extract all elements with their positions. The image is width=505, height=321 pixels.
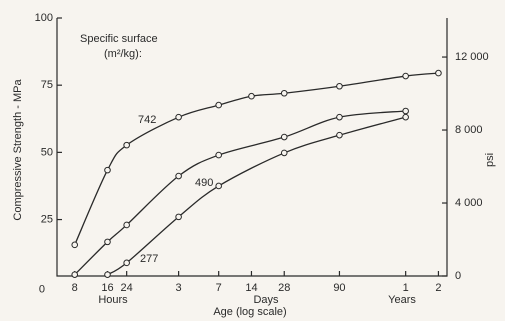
x-tick-label: 90	[333, 282, 345, 294]
y2-axis-label: psi	[484, 153, 496, 167]
x-group-label: Hours	[98, 294, 128, 306]
x-group-label: Years	[388, 294, 416, 306]
data-point	[104, 166, 111, 174]
data-point	[280, 149, 288, 157]
data-point	[336, 82, 343, 90]
series-label: 742	[138, 114, 156, 126]
data-point	[435, 69, 442, 77]
data-point	[248, 92, 255, 100]
y-tick-label: 75	[41, 79, 53, 91]
series-line	[107, 116, 406, 276]
y-axis-label: Compressive Strength - MPa	[12, 79, 24, 221]
data-point	[280, 133, 288, 141]
data-point	[71, 241, 79, 249]
x-tick-label: 8	[72, 282, 78, 294]
y2-tick-label: 4 000	[455, 197, 483, 209]
series-line	[74, 110, 406, 276]
x-tick-label: 7	[216, 282, 222, 294]
x-tick-label: 14	[245, 282, 257, 294]
data-point	[402, 107, 409, 115]
data-point	[175, 213, 182, 221]
x-axis-label: Age (log scale)	[213, 306, 286, 318]
data-point	[215, 101, 222, 109]
y-tick-label: 50	[41, 146, 53, 158]
x-tick-label: 24	[121, 282, 133, 294]
y-tick-label: 0	[39, 284, 45, 296]
data-point	[175, 113, 182, 121]
x-tick-label: 28	[278, 282, 290, 294]
annotation: Specific surface	[80, 33, 158, 45]
data-point	[336, 113, 343, 121]
data-point	[104, 271, 111, 278]
data-point	[215, 151, 222, 159]
x-tick-label: 3	[176, 282, 182, 294]
x-tick-label: 16	[101, 282, 113, 294]
data-point	[71, 271, 79, 278]
annotation: (m²/kg):	[104, 48, 142, 60]
series-label: 277	[140, 253, 158, 265]
data-point	[175, 172, 182, 180]
x-tick-label: 1	[403, 282, 409, 294]
y2-tick-label: 8 000	[455, 124, 483, 136]
x-tick-label: 2	[435, 282, 441, 294]
y2-tick-label: 12 000	[455, 51, 489, 63]
series-label: 490	[195, 177, 213, 189]
data-point	[215, 182, 222, 190]
data-point	[123, 221, 130, 229]
data-point	[280, 89, 288, 97]
x-group-label: Days	[253, 294, 279, 306]
y-tick-label: 25	[41, 213, 53, 225]
data-point	[336, 131, 343, 139]
data-point	[123, 141, 130, 149]
data-point	[402, 72, 409, 80]
data-point	[123, 259, 130, 267]
y2-tick-label: 0	[455, 270, 461, 282]
data-point	[402, 113, 409, 121]
series-line	[74, 72, 439, 246]
data-point	[104, 238, 111, 246]
y-tick-label: 100	[35, 12, 53, 24]
